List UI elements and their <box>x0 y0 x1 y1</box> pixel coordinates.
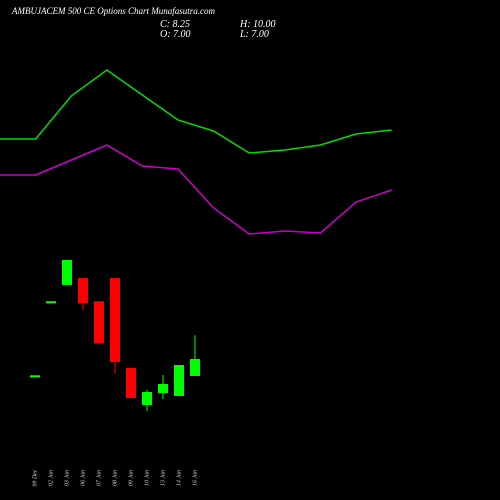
open-label: O: 7.00 <box>160 29 191 40</box>
candle-body <box>174 364 184 396</box>
x-tick-label: 07 Jan <box>96 470 102 486</box>
candle-body <box>158 383 168 393</box>
candle-body <box>78 278 88 303</box>
x-tick-label: 06 Jan <box>80 470 86 486</box>
x-tick-label: 03 Jan <box>64 470 70 486</box>
x-tick-label: 16 Jan <box>192 470 198 486</box>
high-label: H: 10.00 <box>239 19 276 30</box>
x-tick-label: 02 Jan <box>48 470 54 486</box>
x-tick-label: 09 Dec <box>32 469 38 486</box>
x-tick-label: 13 Jan <box>160 470 166 486</box>
candle-body <box>30 375 40 378</box>
candle-body <box>126 367 136 398</box>
low-label: L: 7.00 <box>239 29 269 40</box>
x-tick-label: 10 Jan <box>144 470 150 486</box>
candle-body <box>94 301 104 343</box>
x-tick-label: 14 Jan <box>175 470 182 486</box>
close-label: C: 8.25 <box>160 19 190 30</box>
chart-title: AMBUJACEM 500 CE Options Chart Munafasut… <box>11 6 215 16</box>
candle-body <box>62 260 72 285</box>
candle-body <box>110 278 120 362</box>
x-tick-label: 08 Jan <box>112 470 118 486</box>
candle-body <box>46 301 56 304</box>
candle-body <box>142 392 152 405</box>
line-series <box>0 69 392 154</box>
x-tick-label: 09 Jan <box>128 470 134 486</box>
line-series <box>0 144 392 235</box>
candle-body <box>190 358 200 376</box>
